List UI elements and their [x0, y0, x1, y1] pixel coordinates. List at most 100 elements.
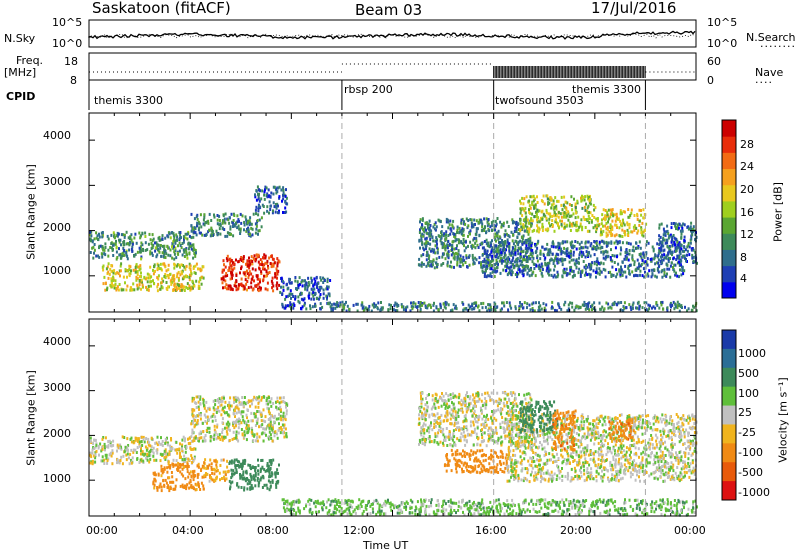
velocity-cb-swatch	[722, 481, 736, 501]
power-cb-swatch	[722, 152, 736, 170]
power-y-tick-4000: 4000	[43, 129, 71, 142]
power-region-1	[190, 212, 263, 238]
velocity-colorbar	[721, 329, 737, 501]
power-colorbar	[721, 119, 737, 299]
velocity-y-tick-2000: 2000	[43, 427, 71, 440]
velocity-region-4	[228, 458, 280, 492]
cpid-program-3: twofsound 3503	[495, 94, 584, 107]
velocity-y-tick-4000: 4000	[43, 335, 71, 348]
freq-left-tick-top: 18	[64, 55, 78, 68]
power-cb-frame	[721, 119, 737, 299]
velocity-cb-swatch	[722, 405, 736, 425]
velocity-cb-swatch	[722, 424, 736, 444]
velocity-region-3	[202, 458, 230, 483]
noise-right-tick-bottom: 10^0	[707, 37, 738, 50]
noise-sky-label: N.Sky	[4, 32, 36, 45]
nave-right-tick-top: 60	[707, 55, 721, 68]
power-cb-swatch	[722, 249, 736, 267]
freq-label-line1: Freq.	[16, 54, 44, 67]
cpid-program-2: rbsp 200	[344, 83, 393, 96]
x-tick-0400: 04:00	[172, 524, 204, 537]
noise-search-line	[88, 33, 696, 39]
noise-right-tick-top: 10^5	[707, 16, 738, 29]
power-cb-swatch	[722, 217, 736, 234]
power-cb-tick-28: 28	[740, 138, 754, 151]
velocity-y-label: Slant Range [km]	[24, 370, 38, 466]
velocity-cb-swatch	[722, 348, 736, 369]
x-axis-label: Time UT	[363, 539, 409, 552]
power-cb-label: Power [dB]	[771, 182, 785, 242]
velocity-region-0	[89, 435, 197, 466]
power-region-10	[595, 208, 648, 238]
power-panel	[89, 113, 698, 313]
velocity-region-5	[281, 498, 698, 517]
power-cb-tick-4: 4	[740, 272, 747, 285]
x-tick-2400: 00:00	[674, 524, 706, 537]
velocity-cb-tick-25: 25	[738, 406, 752, 419]
noise-sky-line	[88, 30, 696, 40]
velocity-region-1	[190, 395, 289, 443]
power-cb-tick-20: 20	[740, 183, 754, 196]
x-tick-0000: 00:00	[86, 524, 118, 537]
freq-label-line2: [MHz]	[4, 66, 37, 79]
freq-left-tick-bottom: 8	[70, 74, 77, 87]
station-title: Saskatoon (fitACF)	[92, 0, 231, 17]
velocity-region-2	[152, 462, 205, 493]
power-y-tick-2000: 2000	[43, 221, 71, 234]
velocity-region-10	[552, 409, 577, 452]
frequency-panel	[88, 52, 697, 81]
x-tick-2000: 20:00	[560, 524, 592, 537]
cpid-program-4: themis 3300	[572, 83, 642, 96]
power-cb-tick-16: 16	[740, 206, 754, 219]
power-cb-swatch	[722, 120, 736, 137]
velocity-panel	[89, 319, 698, 517]
power-cb-swatch	[722, 281, 736, 299]
x-tick-0800: 08:00	[257, 524, 289, 537]
x-tick-1600: 16:00	[475, 524, 507, 537]
power-cb-swatch	[722, 168, 736, 186]
power-region-3	[101, 262, 205, 293]
power-cb-swatch	[722, 233, 736, 250]
power-cb-tick-12: 12	[740, 228, 754, 241]
nave-label: Nave	[755, 66, 784, 79]
velocity-cb-swatch	[722, 443, 736, 463]
power-region-4	[220, 253, 281, 293]
power-cb-swatch	[722, 265, 736, 283]
velocity-cb-tick-100: 100	[738, 387, 759, 400]
cpid-panel	[88, 80, 646, 110]
power-y-label: Slant Range [km]	[24, 164, 38, 260]
velocity-cb-swatch	[722, 386, 736, 407]
noise-search-label: N.Search	[746, 31, 796, 44]
velocity-cb-frame	[721, 329, 737, 501]
velocity-cb-tick-500: 500	[738, 367, 759, 380]
velocity-cb-swatch	[722, 462, 736, 482]
nave-legend: ····	[755, 76, 773, 89]
power-cb-tick-24: 24	[740, 160, 754, 173]
power-cb-tick-8: 8	[740, 251, 747, 264]
velocity-y-tick-3000: 3000	[43, 381, 71, 394]
cpid-label: CPID	[6, 90, 36, 103]
power-region-5	[279, 275, 332, 311]
velocity-region-11	[608, 418, 635, 443]
power-region-11	[658, 221, 698, 265]
axes-overlay	[88, 112, 697, 517]
power-y-tick-1000: 1000	[43, 264, 71, 277]
velocity-cb-tick-m100: -100	[738, 446, 763, 459]
power-cb-swatch	[722, 200, 736, 218]
noise-panel	[88, 19, 697, 48]
power-plot-area	[89, 113, 696, 312]
noise-left-tick-top: 10^5	[52, 16, 83, 29]
velocity-cb-swatch	[722, 367, 736, 388]
power-cb-swatch	[722, 184, 736, 202]
velocity-cb-label: Velocity [m s⁻¹]	[776, 377, 790, 463]
velocity-y-tick-1000: 1000	[43, 472, 71, 485]
velocity-cb-swatch	[722, 330, 736, 350]
nave-right-tick-bottom: 0	[707, 74, 714, 87]
velocity-cb-tick-1000: 1000	[738, 347, 766, 360]
noise-search-legend: ········	[760, 40, 796, 53]
power-region-9	[519, 194, 597, 234]
noise-left-tick-bottom: 10^0	[52, 37, 83, 50]
power-region-8	[481, 239, 686, 279]
velocity-cb-tick-m500: -500	[738, 466, 763, 479]
